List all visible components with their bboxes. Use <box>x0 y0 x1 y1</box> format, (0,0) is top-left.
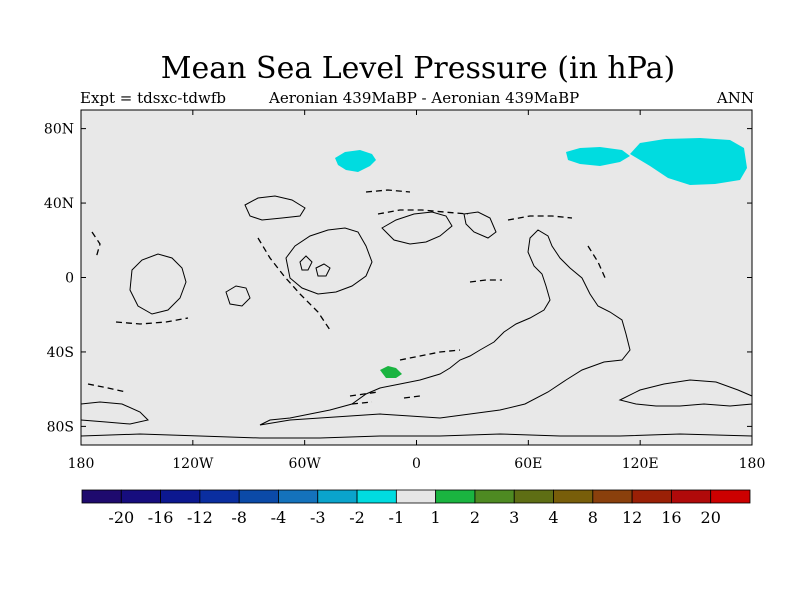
coastline-southwest <box>80 401 149 425</box>
coastline-west-fragment <box>129 253 187 315</box>
colorbar <box>81 489 751 504</box>
anomaly-region-neg1-asia-west <box>566 147 630 166</box>
lat-tick-label: 40N <box>44 196 74 212</box>
colorbar-swatch <box>395 489 437 504</box>
arc-east <box>507 215 573 221</box>
lon-tick-label: 60W <box>289 456 322 472</box>
colorbar-swatch <box>474 489 515 504</box>
coastline-siberia <box>381 211 453 245</box>
lon-tick-label: 120E <box>622 456 659 472</box>
anomaly-region-neg1-asia-east <box>630 138 747 185</box>
coastline-west-island <box>225 285 251 307</box>
colorbar-label: 20 <box>701 508 721 527</box>
colorbar-label: 12 <box>622 508 642 527</box>
arc-asia-east <box>587 245 607 281</box>
lat-tick-label: 80S <box>47 419 74 435</box>
colorbar-label: 1 <box>431 508 441 527</box>
colorbar-labels: -20 -16 -12 -8 -4 -3 -2 -1 1 2 3 4 8 12 16 20 <box>108 508 720 527</box>
chart-title: Mean Sea Level Pressure (in hPa) <box>160 51 676 86</box>
colorbar-label: 3 <box>509 508 519 527</box>
lat-tick-label: 0 <box>65 271 74 287</box>
colorbar-label: -4 <box>271 508 287 527</box>
season-label: ANN <box>716 89 754 107</box>
arc-west-2 <box>91 231 101 259</box>
colorbar-label: -12 <box>187 508 213 527</box>
anomaly-region-neg1-north-atlantic <box>335 150 376 172</box>
colorbar-swatch <box>317 489 358 504</box>
colorbar-swatch <box>671 489 712 504</box>
colorbar-swatch <box>199 489 240 504</box>
arc-north-central <box>365 189 411 193</box>
colorbar-label: 16 <box>661 508 681 527</box>
coastline-baltica <box>244 195 306 221</box>
coastline-laurentia-island <box>315 263 331 277</box>
lon-tick-label: 0 <box>412 456 421 472</box>
coastline-siberia-east <box>463 211 497 239</box>
colorbar-label: 4 <box>548 508 558 527</box>
colorbar-swatch <box>592 489 633 504</box>
map-panel <box>81 110 752 445</box>
experiment-label: Expt = tdsxc-tdwfb <box>80 89 227 107</box>
lon-tick-label: 180 <box>739 456 766 472</box>
colorbar-swatch <box>710 489 751 504</box>
arc-mid <box>469 279 502 283</box>
colorbar-swatch <box>631 489 672 504</box>
anomaly-fills <box>335 138 747 378</box>
colorbar-swatch <box>160 489 201 504</box>
colorbar-swatch <box>238 489 279 504</box>
colorbar-swatch <box>513 489 554 504</box>
colorbar-swatch <box>120 489 161 504</box>
island-arcs <box>87 189 607 405</box>
period-label: Aeronian 439MaBP - Aeronian 439MaBP <box>269 89 580 107</box>
coastline-laurentia-inner <box>299 255 313 271</box>
arc-south-islands <box>349 391 421 405</box>
colorbar-label: -1 <box>389 508 405 527</box>
coastlines <box>80 195 753 439</box>
colorbar-label: -8 <box>231 508 247 527</box>
arc-west <box>115 317 189 325</box>
colorbar-label: 8 <box>588 508 598 527</box>
colorbar-label: 2 <box>470 508 480 527</box>
colorbar-swatch <box>278 489 319 504</box>
longitude-axis: 180 120W 60W 0 60E 120E 180 <box>68 110 766 472</box>
arc-far-west <box>87 383 127 393</box>
anomaly-region-pos1-south <box>380 366 402 378</box>
arc-south <box>399 349 461 361</box>
colorbar-swatch <box>553 489 594 504</box>
colorbar-label: -20 <box>108 508 134 527</box>
arc-siberia-north <box>377 209 469 215</box>
coastline-laurentia <box>285 227 373 295</box>
lat-tick-label: 80N <box>44 122 74 138</box>
colorbar-label: -2 <box>349 508 365 527</box>
colorbar-label: -16 <box>148 508 174 527</box>
colorbar-label: -3 <box>310 508 326 527</box>
lon-tick-label: 120W <box>172 456 214 472</box>
coastline-gondwana <box>259 229 631 426</box>
colorbar-swatch <box>81 489 122 504</box>
latitude-axis: 80N 40N 0 40S 80S <box>44 122 752 435</box>
lat-tick-label: 40S <box>47 345 74 361</box>
coastline-south-polar-edge <box>80 433 753 439</box>
lon-tick-label: 60E <box>514 456 542 472</box>
colorbar-swatch <box>356 489 397 504</box>
lon-tick-label: 180 <box>68 456 95 472</box>
colorbar-swatch <box>435 489 476 504</box>
